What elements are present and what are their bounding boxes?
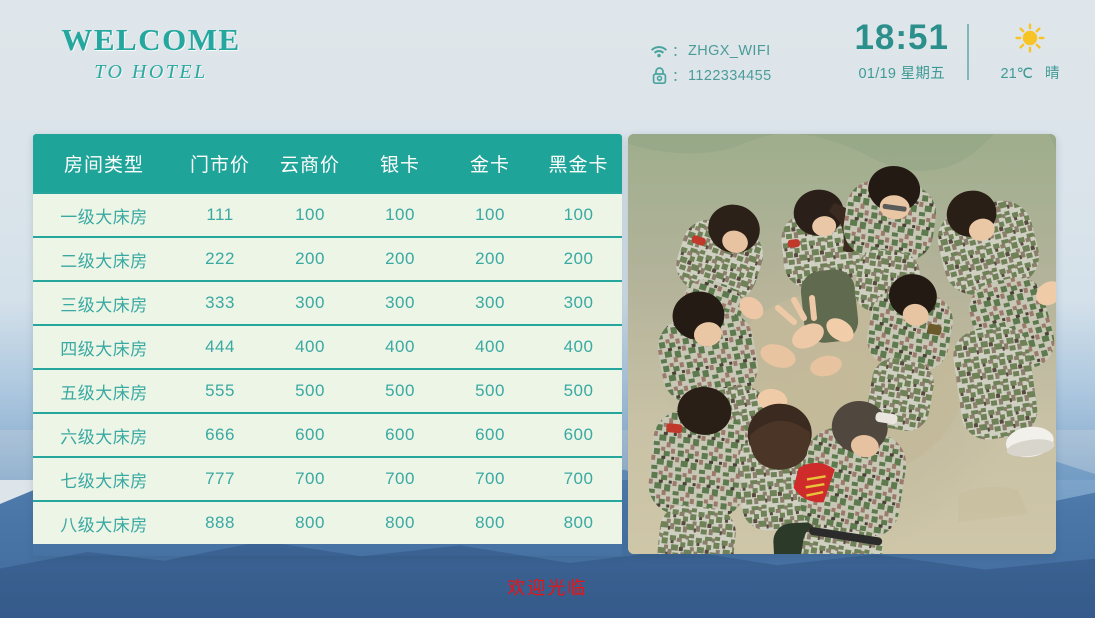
- price-cell: 777: [205, 469, 235, 488]
- price-cell: 400: [475, 337, 505, 356]
- price-cell: 100: [475, 205, 505, 224]
- room-price-table: 房间类型 门市价 云商价 银卡 金卡 黑金卡 一级大床房 111 100 100 100 100 二级…: [33, 134, 622, 556]
- wifi-row: ： ZHGX_WIFI: [648, 38, 772, 63]
- table-column-header: 云商价: [279, 154, 340, 176]
- current-date: 01/19 星期五: [858, 66, 945, 82]
- price-cell: 400: [295, 337, 325, 356]
- price-cell: 111: [206, 205, 234, 224]
- current-time: 18:51: [854, 18, 949, 57]
- price-cell: 600: [563, 425, 594, 444]
- price-cell: 100: [563, 205, 594, 224]
- price-cell: 700: [563, 469, 594, 488]
- price-cell: 100: [385, 205, 415, 224]
- price-cell: 400: [385, 337, 415, 356]
- price-cell: 300: [563, 293, 594, 312]
- footer-marquee: 欢迎光临: [0, 556, 1095, 618]
- table-row: 一级大床房 111 100 100 100 100: [33, 192, 622, 236]
- price-cell: 700: [385, 469, 415, 488]
- room-type-cell: 四级大床房: [60, 339, 148, 359]
- table-row: 四级大床房 444 400 400 400 400: [33, 324, 622, 368]
- welcome-message: 欢迎光临: [507, 578, 588, 598]
- wifi-password-value: 1122334455: [688, 67, 772, 84]
- table-column-header: 金卡: [469, 154, 510, 176]
- weather-block: 21℃ 晴: [969, 18, 1069, 83]
- password-colon: ：: [672, 67, 686, 84]
- price-cell: 333: [205, 293, 235, 312]
- price-cell: 200: [475, 249, 505, 268]
- clock-block: 18:51 01/19 星期五: [854, 18, 967, 83]
- network-info: ： ZHGX_WIFI ： 1122334455: [648, 38, 772, 88]
- temperature-value: 21℃: [1000, 66, 1033, 82]
- promo-photo: [628, 134, 1056, 554]
- logo-line-welcome: WELCOME: [61, 22, 241, 57]
- price-cell: 300: [295, 293, 325, 312]
- table-column-header: 门市价: [189, 154, 250, 176]
- sun-icon: [991, 18, 1069, 58]
- price-cell: 500: [475, 381, 505, 400]
- price-cell: 100: [295, 205, 325, 224]
- table-header-row: 房间类型 门市价 云商价 银卡 金卡 黑金卡: [33, 134, 622, 192]
- price-cell: 200: [295, 249, 325, 268]
- table-column-header: 黑金卡: [548, 154, 609, 176]
- price-cell: 666: [205, 425, 235, 444]
- price-cell: 888: [205, 513, 235, 532]
- room-type-cell: 三级大床房: [60, 295, 148, 315]
- table-row: 八级大床房 888 800 800 800 800: [33, 500, 622, 544]
- wifi-colon: ：: [672, 42, 686, 59]
- price-cell: 600: [475, 425, 505, 444]
- lock-icon: [648, 66, 670, 86]
- team-building-photo-illustration: [628, 134, 1056, 554]
- room-type-cell: 五级大床房: [60, 383, 148, 403]
- table-column-header: 房间类型: [63, 154, 144, 176]
- price-cell: 700: [295, 469, 325, 488]
- table-column-header: 银卡: [379, 154, 420, 176]
- table-row: 五级大床房 555 500 500 500 500: [33, 368, 622, 412]
- table-row: 七级大床房 777 700 700 700 700: [33, 456, 622, 500]
- table-body: 一级大床房 111 100 100 100 100 二级大床房 222 200 200 200 200…: [33, 192, 622, 544]
- price-cell: 500: [385, 381, 415, 400]
- table-row: 六级大床房 666 600 600 600 600: [33, 412, 622, 456]
- price-cell: 600: [385, 425, 415, 444]
- price-cell: 800: [475, 513, 505, 532]
- wifi-ssid-value: ZHGX_WIFI: [688, 42, 771, 59]
- password-row: ： 1122334455: [648, 63, 772, 88]
- price-cell: 600: [295, 425, 325, 444]
- room-type-cell: 七级大床房: [60, 471, 148, 491]
- price-cell: 200: [385, 249, 415, 268]
- price-cell: 300: [385, 293, 415, 312]
- price-cell: 800: [295, 513, 325, 532]
- weather-readout: 21℃ 晴: [991, 62, 1069, 83]
- hotel-logo: WELCOME TO HOTEL: [56, 22, 246, 84]
- weather-condition: 晴: [1044, 66, 1060, 82]
- price-cell: 500: [563, 381, 594, 400]
- price-cell: 400: [563, 337, 594, 356]
- price-cell: 300: [475, 293, 505, 312]
- table-row: 二级大床房 222 200 200 200 200: [33, 236, 622, 280]
- clock-weather-divider: [967, 24, 969, 80]
- price-cell: 800: [563, 513, 594, 532]
- logo-line-to-hotel: TO HOTEL: [94, 61, 208, 83]
- header-bar: WELCOME TO HOTEL ： ZHGX_WIFI: [0, 0, 1095, 112]
- room-type-cell: 八级大床房: [60, 515, 148, 535]
- wifi-icon: [648, 41, 670, 61]
- price-cell: 222: [205, 249, 235, 268]
- room-type-cell: 一级大床房: [60, 207, 148, 227]
- price-cell: 444: [205, 337, 235, 356]
- room-type-cell: 二级大床房: [60, 251, 148, 271]
- price-cell: 555: [205, 381, 235, 400]
- price-cell: 200: [563, 249, 594, 268]
- price-cell: 700: [475, 469, 505, 488]
- room-type-cell: 六级大床房: [60, 427, 148, 447]
- price-cell: 500: [295, 381, 325, 400]
- clock-weather-widget: 18:51 01/19 星期五 21℃ 晴: [854, 18, 1069, 83]
- background-top-veil: [0, 0, 1095, 120]
- table-row: 三级大床房 333 300 300 300 300: [33, 280, 622, 324]
- price-cell: 800: [385, 513, 415, 532]
